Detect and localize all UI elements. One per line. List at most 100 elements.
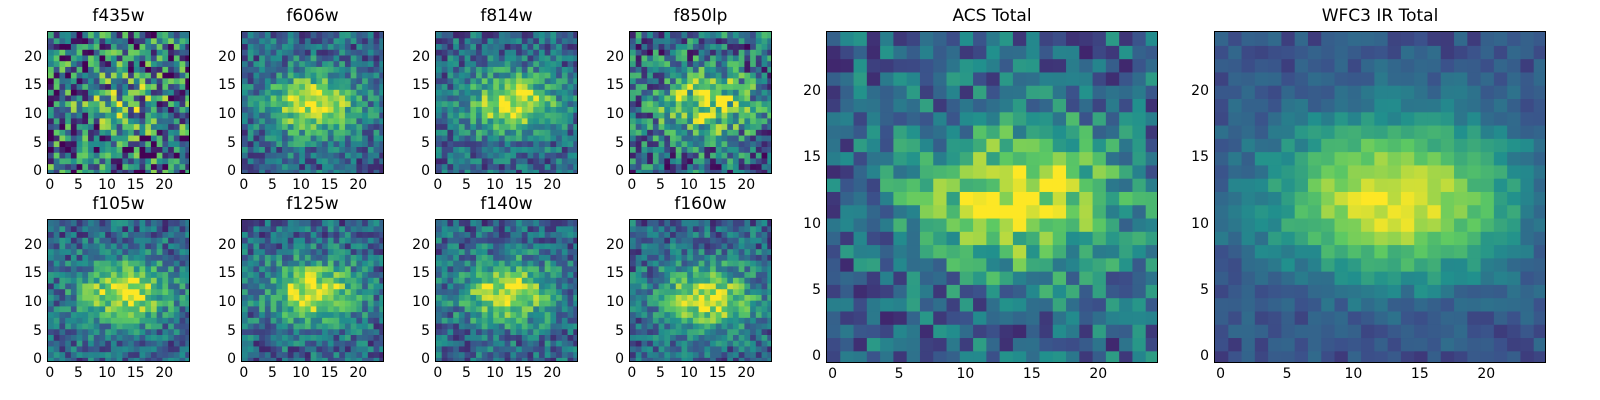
heatmap-cell bbox=[447, 265, 454, 273]
heatmap-cell bbox=[698, 294, 705, 301]
heatmap-cell bbox=[139, 328, 146, 335]
heatmap-cell bbox=[270, 271, 277, 278]
heatmap-cell bbox=[139, 340, 146, 347]
heatmap-cell bbox=[481, 265, 489, 273]
heatmap-cell bbox=[567, 294, 574, 301]
heatmap-cell bbox=[70, 123, 78, 130]
x-tick-label: 0 bbox=[239, 365, 249, 381]
heatmap-cell bbox=[641, 49, 648, 56]
heatmap-cell bbox=[327, 134, 335, 142]
heatmap-cell bbox=[70, 106, 78, 113]
heatmap-cell bbox=[293, 49, 300, 56]
heatmap-cell bbox=[76, 265, 83, 273]
heatmap-cell bbox=[698, 340, 705, 347]
heatmap-cell bbox=[76, 152, 83, 159]
heatmap-cell bbox=[493, 72, 500, 79]
heatmap-cell bbox=[458, 43, 466, 50]
heatmap-cell bbox=[59, 169, 66, 173]
heatmap-cell bbox=[573, 254, 577, 261]
heatmap-cell bbox=[145, 260, 152, 267]
heatmap-cell bbox=[362, 60, 369, 67]
heatmap-cell bbox=[573, 152, 577, 159]
heatmap-cell bbox=[162, 123, 169, 130]
heatmap-cell bbox=[185, 134, 189, 142]
heatmap-cell bbox=[481, 357, 489, 361]
heatmap-cell bbox=[93, 294, 101, 301]
heatmap-cell bbox=[647, 351, 654, 358]
heatmap-cell bbox=[476, 60, 483, 67]
heatmap-cell bbox=[339, 357, 346, 361]
heatmap-cell bbox=[476, 43, 483, 50]
heatmap-cell bbox=[664, 43, 671, 50]
heatmap-cell bbox=[168, 72, 175, 79]
heatmap-cell bbox=[727, 357, 734, 361]
heatmap-cell bbox=[145, 225, 152, 233]
heatmap-cell bbox=[481, 37, 489, 45]
heatmap-cell bbox=[287, 351, 295, 358]
heatmap-cell bbox=[727, 123, 734, 130]
heatmap-cell bbox=[173, 129, 181, 136]
heatmap-cell bbox=[738, 357, 745, 361]
heatmap-cell bbox=[721, 334, 728, 341]
heatmap-cell bbox=[185, 277, 189, 284]
heatmap-cell bbox=[287, 146, 295, 153]
heatmap-cell bbox=[173, 43, 181, 50]
heatmap-cell bbox=[242, 129, 249, 136]
heatmap-cell bbox=[65, 60, 72, 67]
heatmap-cell bbox=[99, 317, 106, 324]
heatmap-cell bbox=[264, 311, 272, 318]
heatmap-cell bbox=[356, 157, 363, 165]
heatmap-cell bbox=[339, 351, 346, 358]
heatmap-cell bbox=[373, 77, 380, 85]
heatmap-cell bbox=[168, 146, 175, 153]
heatmap-cell bbox=[322, 43, 329, 50]
heatmap-cell bbox=[670, 140, 677, 147]
heatmap-cell bbox=[379, 322, 383, 330]
heatmap-cell bbox=[698, 357, 705, 361]
heatmap-cell bbox=[447, 345, 454, 353]
heatmap-cell bbox=[458, 294, 466, 301]
heatmap-cell bbox=[156, 134, 163, 142]
heatmap-cell bbox=[310, 225, 317, 233]
heatmap-cell bbox=[93, 254, 101, 261]
heatmap-cell bbox=[282, 140, 289, 147]
heatmap-cell bbox=[105, 340, 112, 347]
heatmap-cell bbox=[162, 357, 169, 361]
heatmap-cell bbox=[259, 282, 266, 290]
heatmap-cell bbox=[128, 237, 135, 244]
heatmap-cell bbox=[675, 134, 683, 142]
heatmap-cell bbox=[179, 140, 186, 147]
heatmap-cell bbox=[362, 271, 369, 278]
heatmap-cell bbox=[373, 37, 380, 45]
heatmap-cell bbox=[441, 357, 449, 361]
heatmap-cell bbox=[247, 106, 255, 113]
heatmap-cell bbox=[88, 112, 95, 119]
heatmap-cell bbox=[287, 265, 295, 273]
heatmap-cell bbox=[567, 157, 574, 165]
heatmap-cell bbox=[538, 271, 546, 278]
heatmap-cell bbox=[105, 66, 112, 73]
heatmap-cell bbox=[139, 220, 146, 227]
heatmap-cell bbox=[48, 49, 55, 56]
heatmap-cell bbox=[247, 49, 255, 56]
heatmap-cell bbox=[635, 357, 643, 361]
heatmap-cell bbox=[276, 288, 283, 295]
heatmap-cell bbox=[704, 129, 711, 136]
heatmap-cell bbox=[692, 112, 700, 119]
heatmap-cell bbox=[476, 277, 483, 284]
heatmap-cell bbox=[527, 322, 534, 330]
heatmap-cell bbox=[110, 340, 118, 347]
panel-title: f606w bbox=[286, 6, 339, 26]
heatmap-cell bbox=[105, 237, 112, 244]
heatmap-cell bbox=[453, 89, 460, 96]
heatmap-cell bbox=[242, 300, 249, 307]
heatmap-cell bbox=[664, 100, 671, 107]
heatmap-cell bbox=[173, 140, 181, 147]
heatmap-cell bbox=[538, 334, 546, 341]
heatmap-cell bbox=[259, 112, 266, 119]
heatmap-cell bbox=[179, 83, 186, 90]
heatmap-cell bbox=[185, 288, 189, 295]
heatmap-cell bbox=[744, 32, 751, 39]
heatmap-cell bbox=[481, 322, 489, 330]
heatmap-cell bbox=[464, 83, 471, 90]
